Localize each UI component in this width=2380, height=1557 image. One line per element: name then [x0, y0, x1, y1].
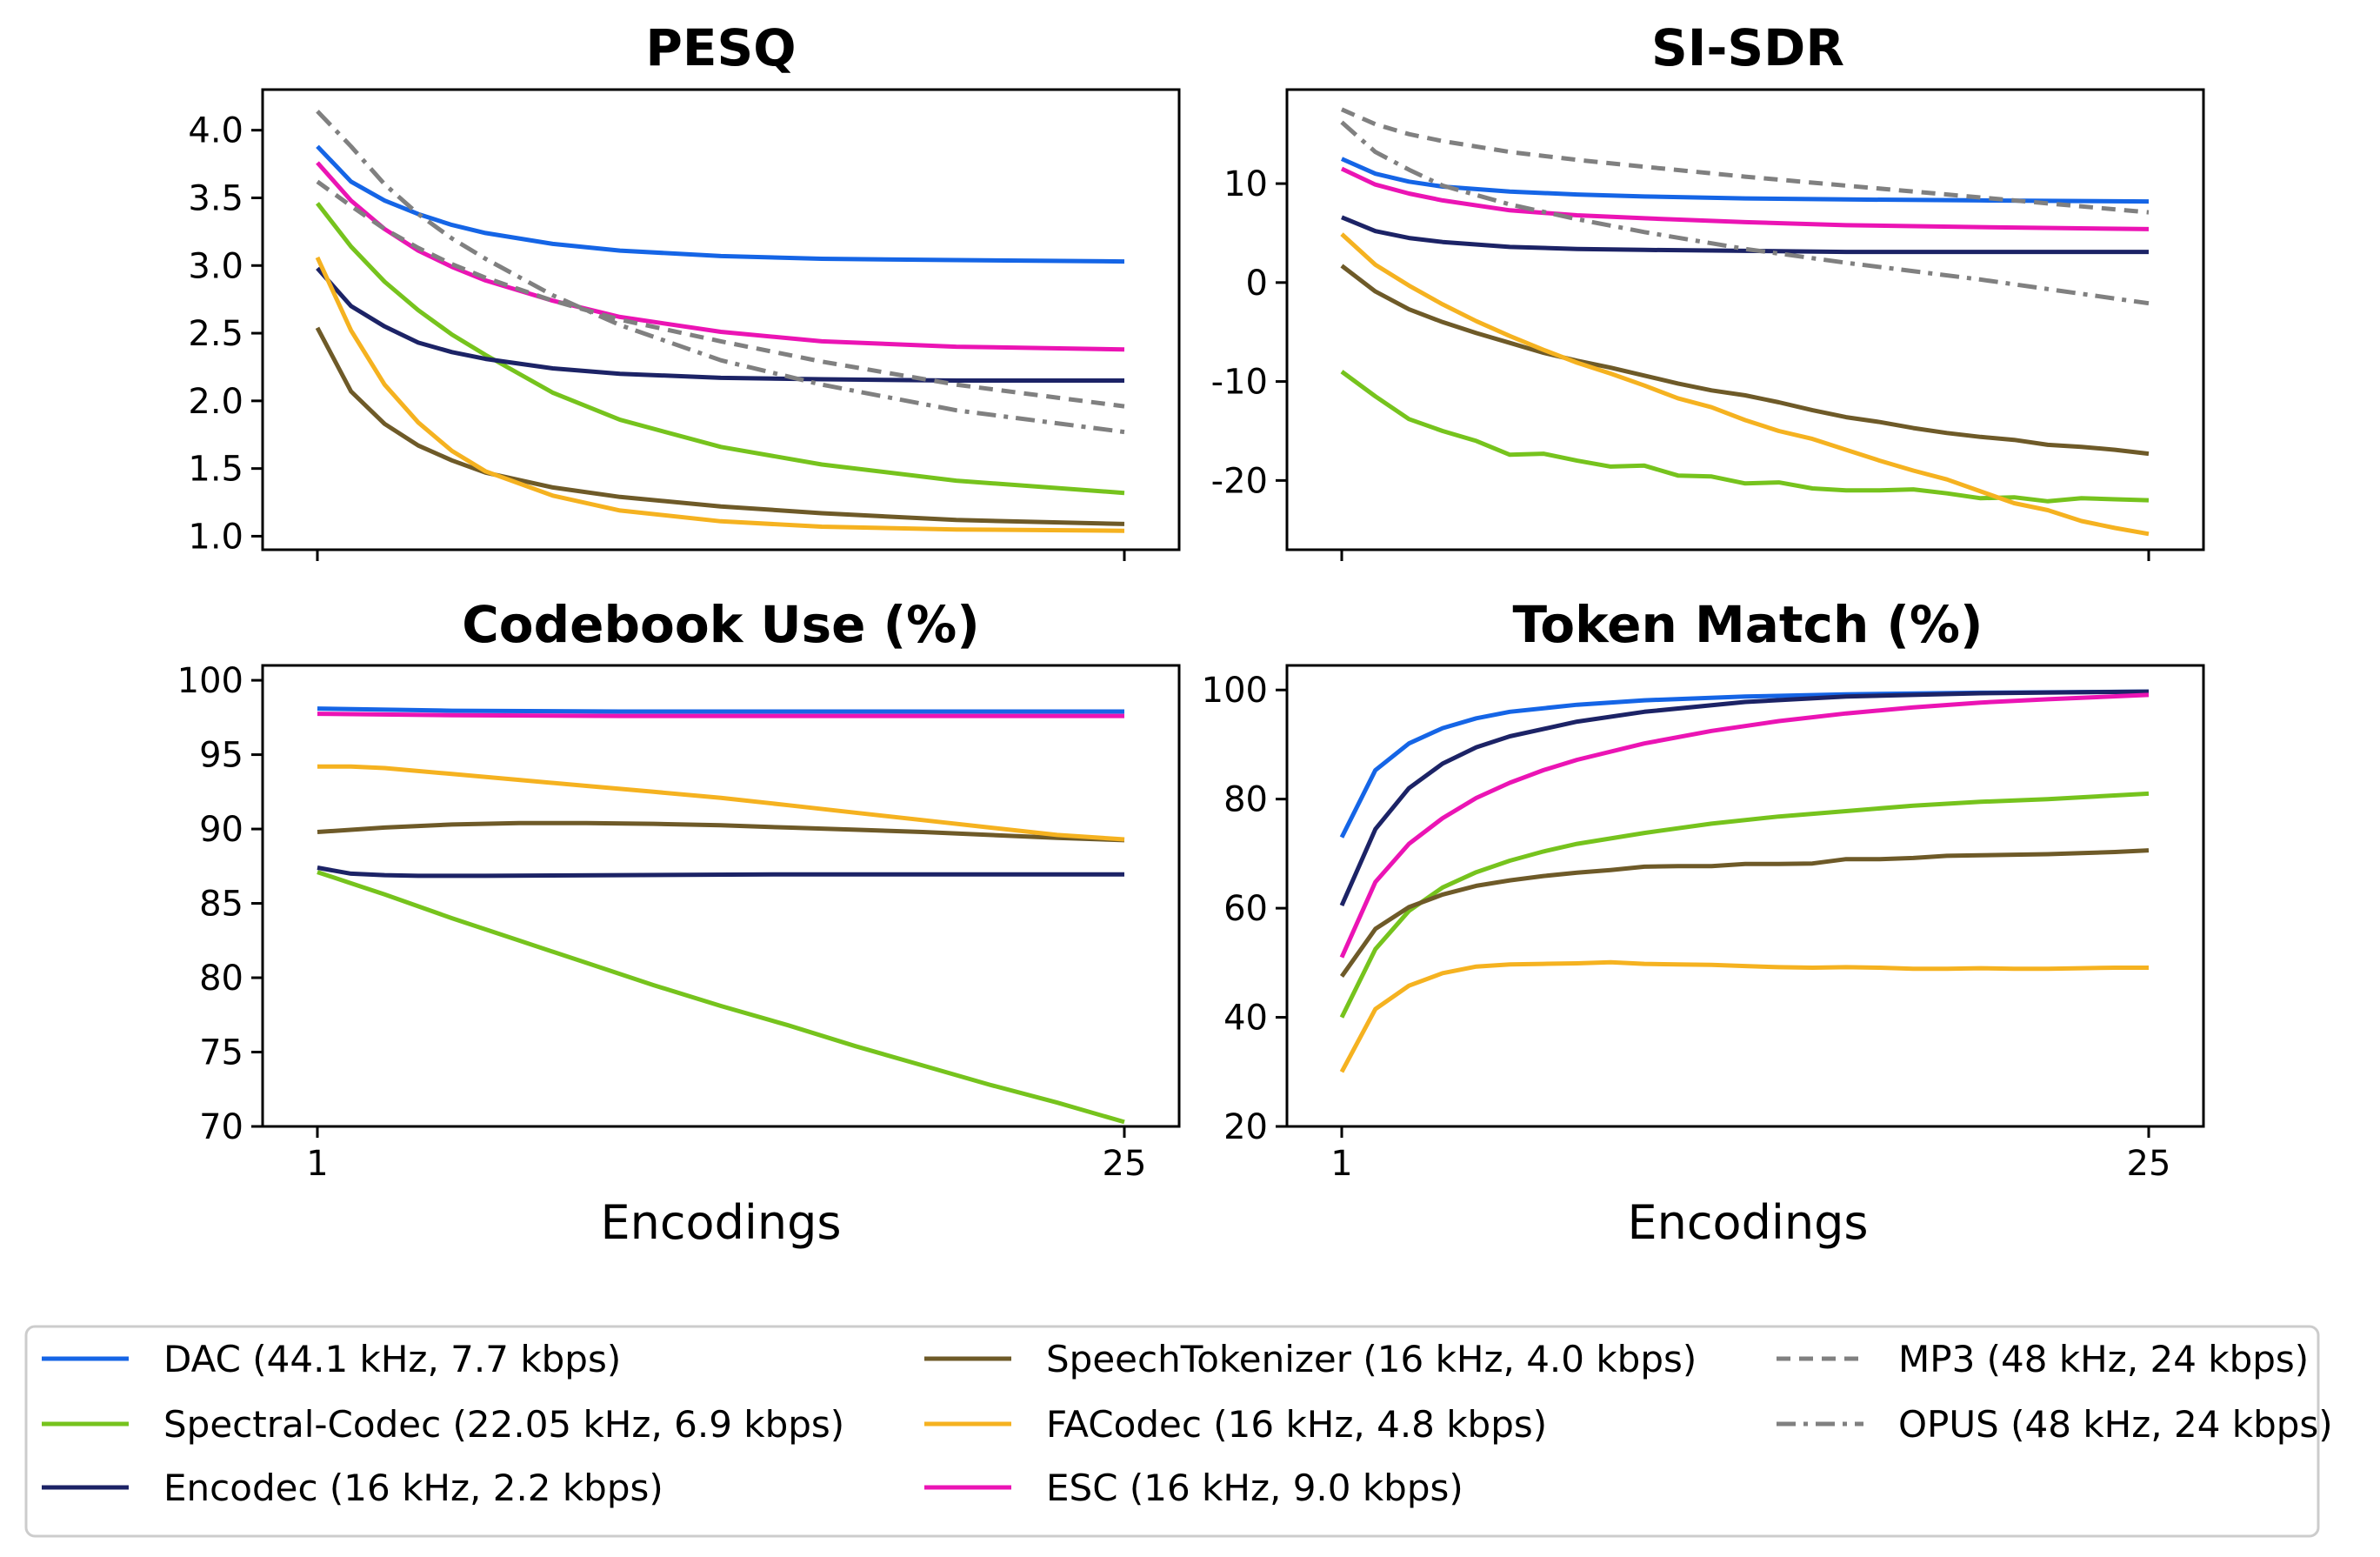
series-line-facodec-pesq: [315, 256, 1125, 533]
series-line-opus-pesq: [316, 110, 1125, 435]
legend-label-facodec: FACodec (16 kHz, 4.8 kbps): [1046, 1403, 1547, 1446]
ytick-label-codebook-use: 95: [199, 736, 243, 776]
ytick-label-codebook-use: 85: [199, 885, 243, 925]
ytick-label-pesq: 2.5: [188, 314, 243, 354]
series-line-encodec-token-match: [1339, 689, 2150, 907]
panel-codebook-use: 70 75 80 85 90 95 100 1 25: [177, 661, 1181, 1184]
series-line-facodec-si-sdr: [1340, 232, 2150, 537]
series-line-dac-pesq: [316, 144, 1125, 264]
legend-items: DAC (44.1 kHz, 7.7 kbps) Spectral-Codec (…: [42, 1338, 2333, 1509]
title-token-match: Token Match (%): [1512, 595, 1983, 654]
series-line-esc-si-sdr: [1340, 166, 2150, 231]
series-line-spectral-codec-si-sdr: [1340, 370, 2150, 504]
ytick-label-si-sdr: -10: [1211, 363, 1268, 403]
legend-label-encodec: Encodec (16 kHz, 2.2 kbps): [163, 1467, 663, 1509]
series-line-esc-codebook-use: [317, 712, 1124, 718]
xlabel-token-match: Encodings: [1628, 1195, 1869, 1250]
series-line-esc-token-match: [1339, 692, 2150, 959]
xtick-label-codebook-use: 25: [1103, 1144, 1147, 1184]
panel-sisdr: -20 -10 0 10: [1211, 88, 2205, 561]
title-codebook-use: Codebook Use (%): [462, 595, 980, 654]
ytick-label-codebook-use: 75: [199, 1033, 243, 1073]
series-line-dac-codebook-use: [317, 706, 1124, 714]
series-line-speechtokenizer-si-sdr: [1340, 264, 2150, 457]
ytick-label-si-sdr: 0: [1246, 264, 1268, 304]
legend-frame: [24, 1325, 2320, 1538]
ytick-label-si-sdr: 10: [1223, 164, 1268, 204]
title-sisdr: SI-SDR: [1651, 18, 1844, 77]
ytick-label-token-match: 40: [1223, 999, 1268, 1039]
series-line-facodec-token-match: [1339, 959, 2149, 1073]
ytick-label-pesq: 4.0: [188, 111, 243, 151]
legend-label-esc: ESC (16 kHz, 9.0 kbps): [1046, 1467, 1463, 1509]
xtick-label-token-match: 25: [2127, 1144, 2171, 1184]
xtick-label-codebook-use: 1: [306, 1144, 328, 1184]
ytick-label-codebook-use: 80: [199, 959, 243, 999]
ytick-label-token-match: 100: [1202, 671, 1268, 711]
axes-frame-codebook-use: [261, 664, 1181, 1128]
ytick-label-pesq: 2.0: [188, 382, 243, 422]
ytick-label-si-sdr: -20: [1211, 461, 1268, 501]
ytick-label-codebook-use: 70: [199, 1107, 243, 1147]
ytick-label-token-match: 60: [1223, 889, 1268, 929]
ytick-label-codebook-use: 100: [177, 661, 243, 701]
legend-label-spectral-codec: Spectral-Codec (22.05 kHz, 6.9 kbps): [163, 1403, 844, 1446]
title-pesq: PESQ: [645, 18, 796, 77]
axes-frame-si-sdr: [1285, 88, 2205, 551]
series-line-encodec-codebook-use: [317, 865, 1124, 879]
ytick-label-pesq: 1.5: [188, 450, 243, 490]
series-line-spectral-codec-codebook-use: [317, 870, 1125, 1125]
panel-token-match: 20 40 60 80 100 1 25: [1202, 664, 2205, 1184]
xtick-label-token-match: 1: [1330, 1144, 1352, 1184]
series-line-spectral-codec-pesq: [316, 202, 1125, 496]
series-line-speechtokenizer-pesq: [315, 326, 1125, 526]
series-line-opus-si-sdr: [1340, 120, 2150, 306]
legend-label-opus: OPUS (48 kHz, 24 kbps): [1898, 1403, 2333, 1446]
axes-frame-pesq: [261, 88, 1181, 551]
panel-pesq: 1.0 1.5 2.0 2.5 3.0 3.5 4.0: [188, 88, 1181, 561]
series-line-facodec-codebook-use: [317, 764, 1125, 842]
ytick-label-pesq: 3.0: [188, 246, 243, 286]
series-line-encodec-pesq: [316, 266, 1124, 383]
ytick-label-token-match: 80: [1223, 780, 1268, 820]
series-line-encodec-si-sdr: [1341, 215, 2149, 255]
legend-label-speechtokenizer: SpeechTokenizer (16 kHz, 4.0 kbps): [1046, 1338, 1697, 1380]
ytick-label-pesq: 1.0: [188, 517, 243, 557]
axes-frame-token-match: [1285, 664, 2205, 1128]
ytick-label-pesq: 3.5: [188, 178, 243, 218]
series-line-speechtokenizer-codebook-use: [317, 820, 1125, 843]
ytick-label-token-match: 20: [1223, 1107, 1268, 1147]
legend: DAC (44.1 kHz, 7.7 kbps) Spectral-Codec (…: [24, 1325, 2333, 1538]
series-line-speechtokenizer-token-match: [1339, 848, 2150, 978]
series-line-dac-si-sdr: [1340, 157, 2150, 204]
legend-label-mp3: MP3 (48 kHz, 24 kbps): [1898, 1338, 2309, 1380]
series-line-mp3-pesq: [316, 179, 1125, 409]
legend-label-dac: DAC (44.1 kHz, 7.7 kbps): [163, 1338, 621, 1380]
ytick-label-codebook-use: 90: [199, 810, 243, 850]
xlabel-codebook-use: Encodings: [601, 1195, 842, 1250]
